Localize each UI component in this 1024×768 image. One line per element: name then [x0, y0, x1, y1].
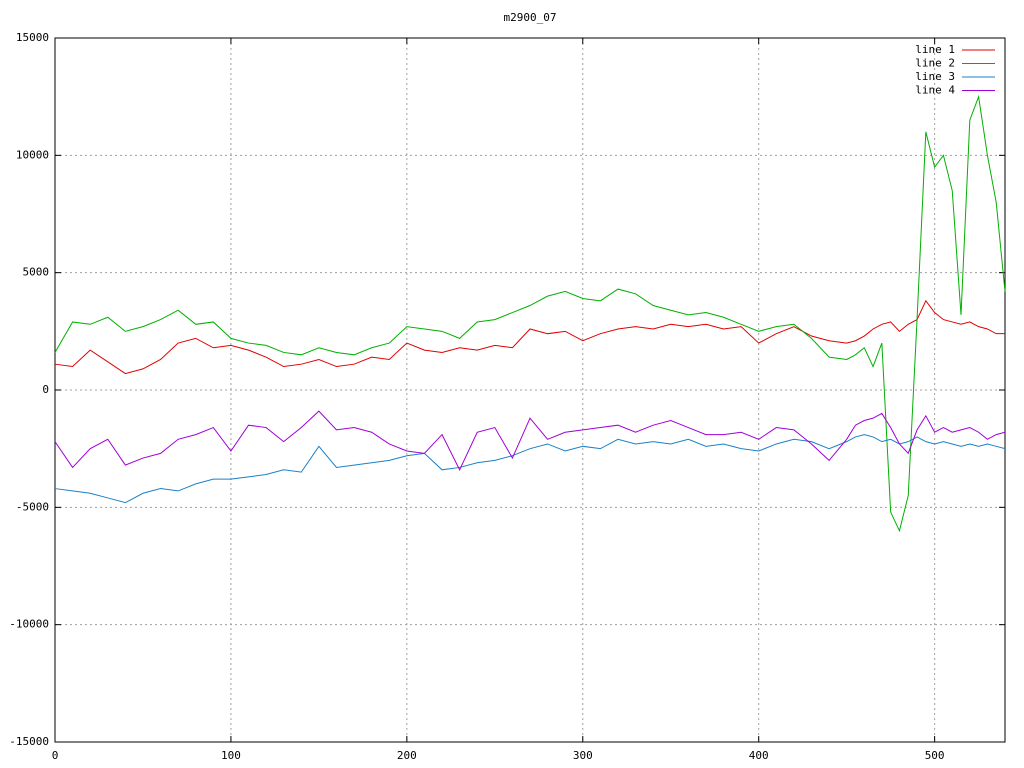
x-tick-label: 300: [573, 749, 593, 762]
data-line: [54, 434, 1006, 504]
y-tick-label: 15000: [16, 31, 49, 44]
y-tick-label: 10000: [16, 148, 49, 161]
y-tick-label: -10000: [9, 618, 49, 631]
data-line: [54, 410, 1006, 471]
x-tick-label: 400: [749, 749, 769, 762]
chart-title: m2900_07: [504, 11, 557, 24]
y-tick-label: 5000: [23, 266, 50, 279]
data-line: [54, 94, 1006, 533]
x-tick-label: 500: [925, 749, 945, 762]
legend-label: line 1: [915, 43, 955, 56]
y-tick-label: 0: [42, 383, 49, 396]
y-tick-label: -15000: [9, 735, 49, 748]
legend-label: line 2: [915, 57, 955, 70]
legend-label: line 3: [915, 70, 955, 83]
plot-frame: [54, 37, 1006, 743]
y-tick-label: -5000: [16, 500, 49, 513]
data-line: [54, 299, 1005, 375]
x-tick-label: 0: [52, 749, 59, 762]
x-tick-label: 200: [397, 749, 417, 762]
x-tick-label: 100: [221, 749, 241, 762]
legend-label: line 4: [915, 84, 955, 97]
